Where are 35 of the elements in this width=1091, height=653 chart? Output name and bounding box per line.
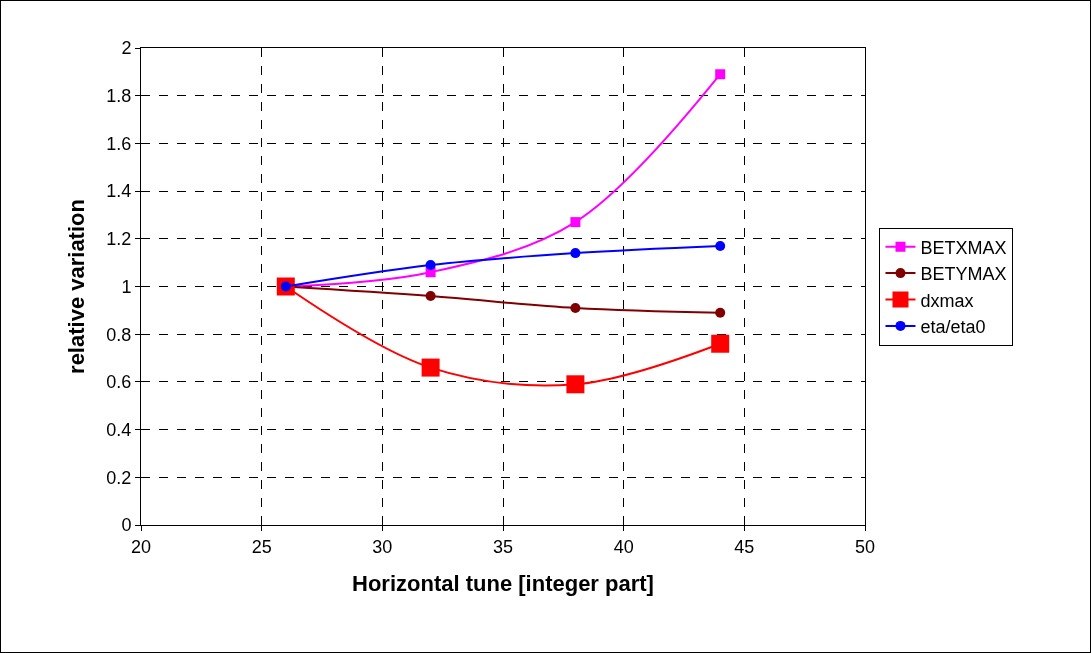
y-tick-label: 0.8 (106, 324, 132, 345)
point (570, 248, 581, 259)
y-tick-label: 0 (121, 515, 132, 536)
point (711, 334, 730, 353)
y-tick-label: 0.4 (106, 419, 132, 440)
point (715, 69, 726, 80)
x-tick-label: 50 (854, 536, 876, 557)
point (566, 375, 585, 394)
point (421, 358, 440, 377)
y-tick-label: 0.2 (106, 467, 132, 488)
y-tick-label: 1 (121, 276, 132, 297)
x-tick-label: 20 (130, 536, 152, 557)
y-tick-label: 1.2 (106, 229, 132, 250)
y-axis-title: relative variation (64, 199, 90, 374)
x-tick-label: 25 (251, 536, 272, 557)
point (715, 307, 726, 318)
legend-label: BETYMAX (920, 264, 1007, 285)
legend-label: dxmax (920, 290, 974, 311)
y-tick-label: 1.4 (106, 181, 132, 202)
point (570, 217, 581, 228)
legend-label: eta/eta0 (920, 316, 986, 337)
point (425, 291, 436, 302)
point (715, 240, 726, 251)
x-tick-label: 40 (613, 536, 634, 557)
legend-label: BETXMAX (920, 237, 1007, 258)
x-tick-label: 30 (372, 536, 393, 557)
point (425, 260, 436, 271)
y-tick-label: 1.8 (106, 86, 132, 106)
y-tick-label: 1.6 (106, 133, 132, 154)
x-axis-title: Horizontal tune [integer part] (352, 571, 654, 597)
x-tick-label: 45 (734, 536, 755, 557)
y-tick-label: 0.6 (106, 372, 132, 393)
x-tick-label: 35 (492, 536, 514, 557)
point (570, 302, 581, 313)
y-tick-label: 2 (121, 38, 132, 59)
